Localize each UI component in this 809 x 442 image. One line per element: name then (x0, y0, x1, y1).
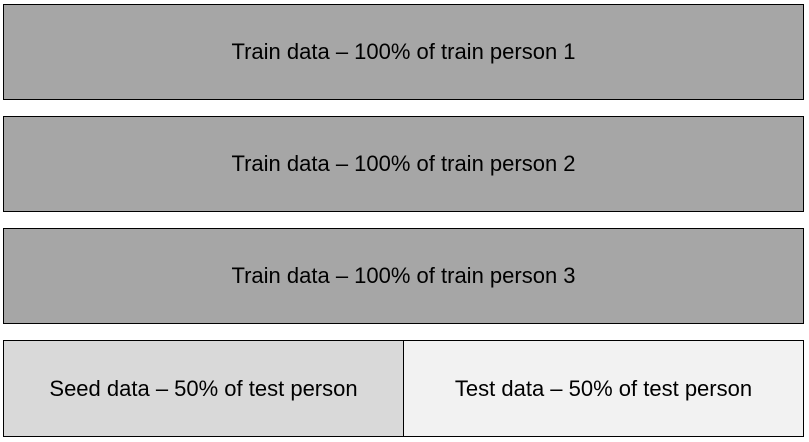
test-data-block: Test data – 50% of test person (403, 340, 804, 437)
test-data-label: Test data – 50% of test person (454, 375, 753, 401)
train-data-label: Train data – 100% of train person 3 (231, 263, 576, 288)
train-data-block-person-2: Train data – 100% of train person 2 (3, 116, 804, 212)
train-data-block-person-3: Train data – 100% of train person 3 (3, 228, 804, 324)
seed-data-label: Seed data – 50% of test person (49, 375, 358, 401)
seed-data-block: Seed data – 50% of test person (3, 340, 404, 437)
train-data-label: Train data – 100% of train person 2 (231, 151, 576, 176)
train-data-block-person-1: Train data – 100% of train person 1 (3, 4, 804, 100)
train-data-label: Train data – 100% of train person 1 (231, 39, 576, 64)
